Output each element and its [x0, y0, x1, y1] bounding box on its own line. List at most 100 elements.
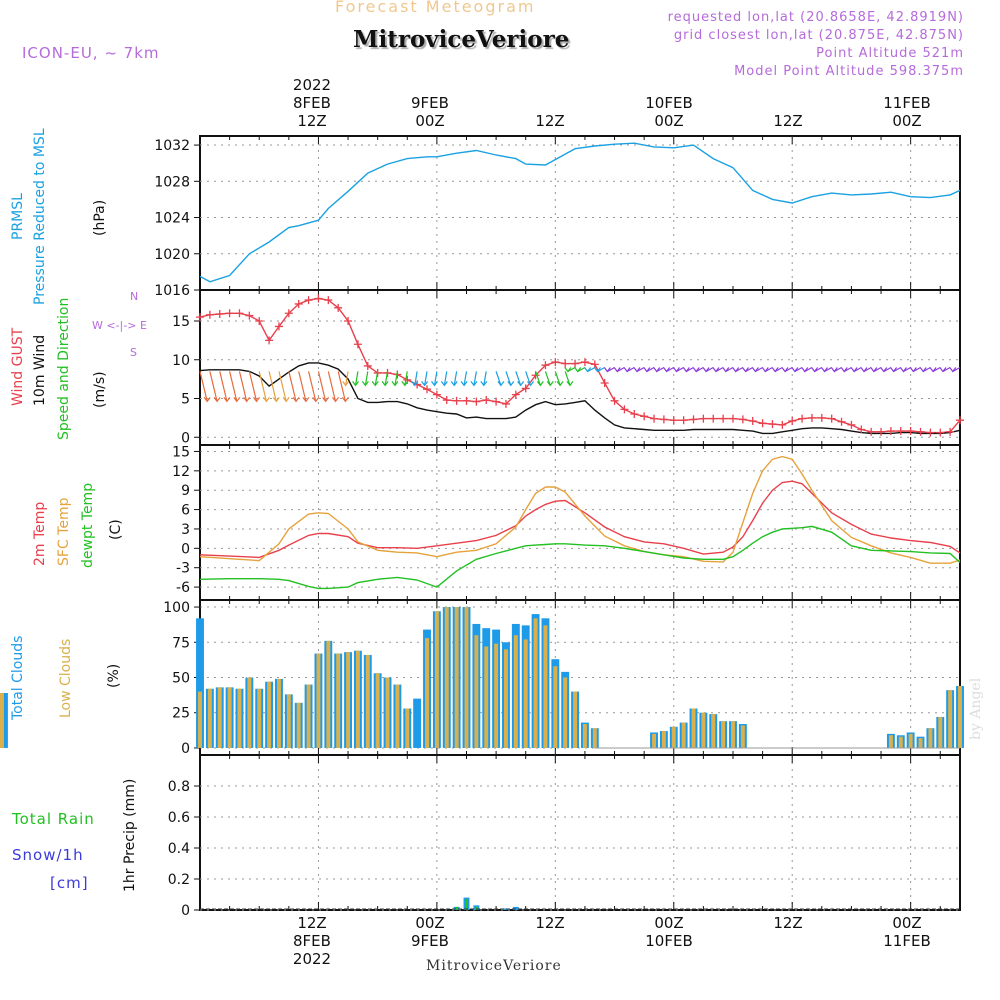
wind-arrow-head [233, 397, 241, 403]
y-tick-label: 50 [172, 671, 190, 687]
wind-arrow [453, 371, 458, 386]
wind-arrow-head [751, 367, 759, 373]
low-cloud-bar [553, 666, 558, 748]
wind-arrow [327, 371, 337, 402]
wind-arrow-head [243, 397, 251, 403]
wind-arrow-head [929, 367, 937, 373]
low-cloud-bar [582, 724, 587, 748]
wind-arrow-head [253, 397, 261, 403]
wind-arrow-head [584, 367, 592, 373]
gust-marker [196, 313, 204, 322]
y-tick-label: 15 [172, 314, 190, 330]
wind-arrow-head [939, 367, 947, 373]
gust-marker [235, 309, 244, 318]
wind-arrow-head [203, 397, 211, 403]
low-cloud-bar [375, 673, 380, 748]
wind-arrow [525, 371, 532, 386]
wind-arrow-head [527, 381, 534, 387]
wind-arrow-head [742, 367, 750, 373]
y-tick-label: 0.6 [168, 810, 190, 826]
wind-arrow-head [302, 397, 310, 403]
top-hour-label: 12Z [297, 112, 327, 130]
wind-arrow [354, 371, 359, 386]
wind-arrow [317, 371, 327, 402]
low-cloud-bar [691, 708, 696, 748]
gust-marker [768, 420, 777, 429]
wind-arrow [535, 371, 541, 386]
gust-marker [344, 317, 353, 325]
low-cloud-bar [276, 678, 281, 748]
gust-marker [314, 294, 323, 303]
wind-arrow-head [566, 381, 574, 387]
gust-marker [225, 309, 234, 318]
gust-marker [541, 361, 550, 370]
low-cloud-bar [721, 721, 726, 748]
wind-arrow-head [890, 367, 898, 373]
y-tick-label: -6 [176, 580, 190, 596]
low-cloud-bar [652, 733, 656, 748]
low-cloud-bar [217, 687, 222, 748]
y-tick-label: 5 [181, 392, 190, 408]
wind-arrow-head [421, 381, 429, 387]
wind-arrow-head [517, 381, 525, 387]
wind-arrow-head [312, 397, 320, 403]
gust-marker [926, 428, 935, 437]
snow-label: Snow/1h [12, 846, 84, 864]
sfc-temp-line [199, 455, 961, 564]
low-cloud-bar [464, 607, 469, 748]
y-tick-label: 0.8 [168, 779, 190, 795]
low-cloud-bar [661, 731, 666, 748]
gust-marker [472, 397, 481, 406]
gust-marker [916, 427, 925, 436]
wind-arrow-head [480, 381, 488, 387]
gust-marker [877, 427, 886, 436]
wind-arrow-head [801, 367, 809, 373]
gust-marker [659, 415, 668, 424]
gust-marker [492, 397, 501, 406]
footer-station-name: MitroviceVeriore [426, 958, 562, 974]
wind-arrow [384, 371, 389, 386]
gust-marker [521, 384, 530, 393]
wind-arrow [443, 371, 448, 386]
wind-arrow [414, 371, 418, 386]
y-tick-label: 1032 [154, 138, 190, 154]
y-tick-label: -3 [176, 561, 190, 577]
wind-arrow [394, 371, 398, 386]
wind-arrow-head [564, 367, 572, 373]
closest-coordinates: grid closest lon,lat (20.875E, 42.875N) [673, 28, 964, 43]
low-cloud-bar [346, 652, 351, 748]
wind-arrow [463, 371, 468, 386]
low-cloud-bar [958, 685, 962, 748]
wind-arrow-head [341, 397, 349, 403]
y-tick-label: 25 [172, 706, 190, 722]
wind-arrow-head [870, 367, 878, 373]
wind-arrow-head [732, 367, 740, 373]
wind-arrow-head [880, 367, 888, 373]
top-year-label: 2022 [292, 76, 332, 94]
wind-arrow-head [262, 397, 270, 403]
gust-marker [205, 310, 214, 319]
wind-arrow-head [470, 381, 478, 387]
wind-arrow-head [663, 367, 671, 373]
wind-arrow-head [633, 367, 641, 373]
y-tick-label: 1024 [154, 211, 190, 227]
wind-arrow [473, 371, 477, 386]
wind-arrow-head [593, 367, 601, 373]
gust-marker [699, 414, 708, 423]
wind-arrow-head [391, 381, 399, 387]
rain-bar [474, 906, 478, 910]
gust-marker [363, 361, 372, 370]
wind-arrow [515, 371, 522, 386]
bottom-year-label: 2022 [292, 950, 332, 968]
low-cloud-bar [573, 691, 578, 748]
wind-arrow-head [811, 367, 819, 373]
station-name: MitroviceVeriore [353, 26, 570, 53]
gust-marker [847, 420, 856, 429]
gust-marker [432, 390, 441, 399]
gust-marker [748, 416, 757, 425]
wind-arrow [248, 371, 258, 402]
low-cloud-bar [257, 688, 262, 748]
wind-arrow-head [556, 381, 564, 387]
wind-arrow-head [830, 367, 838, 373]
